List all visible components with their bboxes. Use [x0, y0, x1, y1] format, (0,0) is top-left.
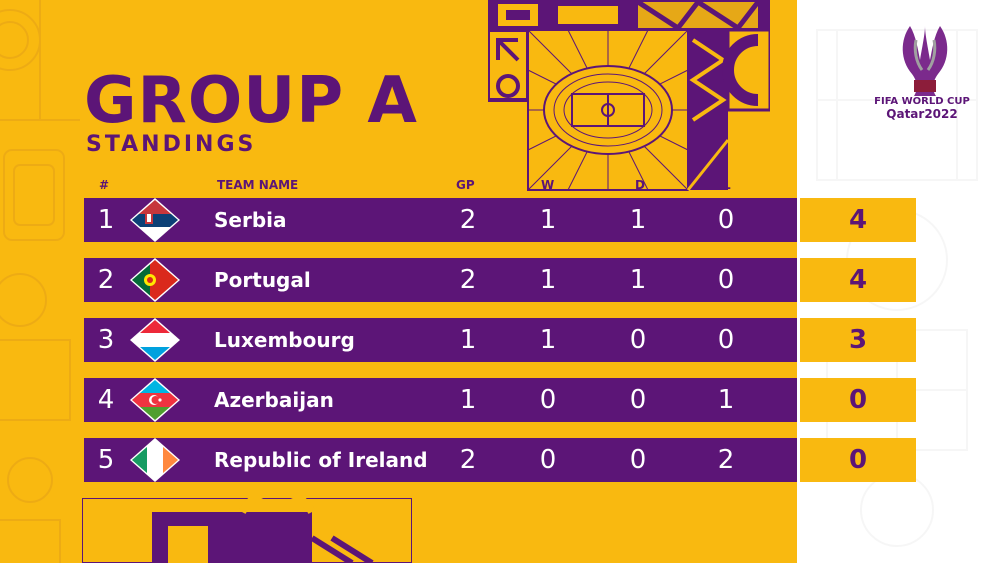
row-background: [84, 198, 797, 242]
decorative-pattern-left-icon: [0, 0, 80, 563]
logo-text-line2: Qatar2022: [886, 107, 958, 121]
losses-value: 0: [717, 205, 735, 235]
wins-value: 0: [539, 385, 557, 415]
points-value: 3: [848, 325, 868, 355]
table-row: 2 Portugal 2 1 1 0 4: [84, 258, 916, 302]
team-name: Serbia: [214, 208, 287, 232]
table-row: 1 Serbia 2 1 1 0 4: [84, 198, 916, 242]
azerbaijan-flag-icon: [130, 378, 180, 422]
column-header-l: L: [723, 178, 731, 192]
games-played-value: 2: [459, 205, 477, 235]
losses-value: 0: [717, 325, 735, 355]
decorative-bottom-art-icon: [82, 498, 412, 563]
points-box: [800, 438, 916, 482]
points-value: 0: [848, 385, 868, 415]
points-value: 4: [848, 205, 868, 235]
row-background: [84, 318, 797, 362]
team-name: Republic of Ireland: [214, 448, 428, 472]
wins-value: 1: [539, 265, 557, 295]
column-header-d: D: [635, 178, 645, 192]
losses-value: 0: [717, 265, 735, 295]
row-background: [84, 378, 797, 422]
table-row: 4 Azerbaijan 1 0 0 1 0: [84, 378, 916, 422]
column-header-rank: #: [99, 178, 110, 192]
rank-value: 5: [97, 445, 115, 475]
points-value: 0: [848, 445, 868, 475]
points-box: [800, 258, 916, 302]
draws-value: 1: [629, 265, 647, 295]
draws-value: 1: [629, 205, 647, 235]
page-subtitle: STANDINGS: [86, 132, 257, 157]
logo-text-line1: FIFA WORLD CUP: [874, 96, 970, 107]
column-header-w: W: [541, 178, 555, 192]
points-box: [800, 198, 916, 242]
games-played-value: 2: [459, 445, 477, 475]
wins-value: 1: [539, 205, 557, 235]
rank-value: 3: [97, 325, 115, 355]
team-name: Luxembourg: [214, 328, 355, 352]
luxembourg-flag-icon: [130, 318, 180, 362]
points-box: [800, 378, 916, 422]
wins-value: 0: [539, 445, 557, 475]
draws-value: 0: [629, 325, 647, 355]
losses-value: 2: [717, 445, 735, 475]
games-played-value: 1: [459, 325, 477, 355]
portugal-flag-icon: [130, 258, 180, 302]
team-name: Portugal: [214, 268, 311, 292]
wins-value: 1: [539, 325, 557, 355]
row-background: [84, 438, 797, 482]
table-row: 3 Luxembourg 1 1 0 0 3: [84, 318, 916, 362]
fifa-world-cup-trophy-logo-icon: [902, 26, 948, 96]
games-played-value: 1: [459, 385, 477, 415]
decorative-top-art-icon: [488, 0, 770, 191]
page-title: GROUP A: [84, 64, 418, 138]
table-row: 5 Republic of Ireland 2 0 0 2 0: [84, 438, 916, 482]
losses-value: 1: [717, 385, 735, 415]
team-name: Azerbaijan: [214, 388, 334, 412]
column-header-gp: GP: [456, 178, 475, 192]
column-header-team: TEAM NAME: [217, 178, 299, 192]
rank-value: 2: [97, 265, 115, 295]
draws-value: 0: [629, 385, 647, 415]
row-background: [84, 258, 797, 302]
serbia-flag-icon: [130, 198, 180, 242]
rank-value: 1: [97, 205, 115, 235]
ireland-flag-icon: [130, 438, 180, 482]
games-played-value: 2: [459, 265, 477, 295]
draws-value: 0: [629, 445, 647, 475]
points-box: [800, 318, 916, 362]
points-value: 4: [848, 265, 868, 295]
rank-value: 4: [97, 385, 115, 415]
